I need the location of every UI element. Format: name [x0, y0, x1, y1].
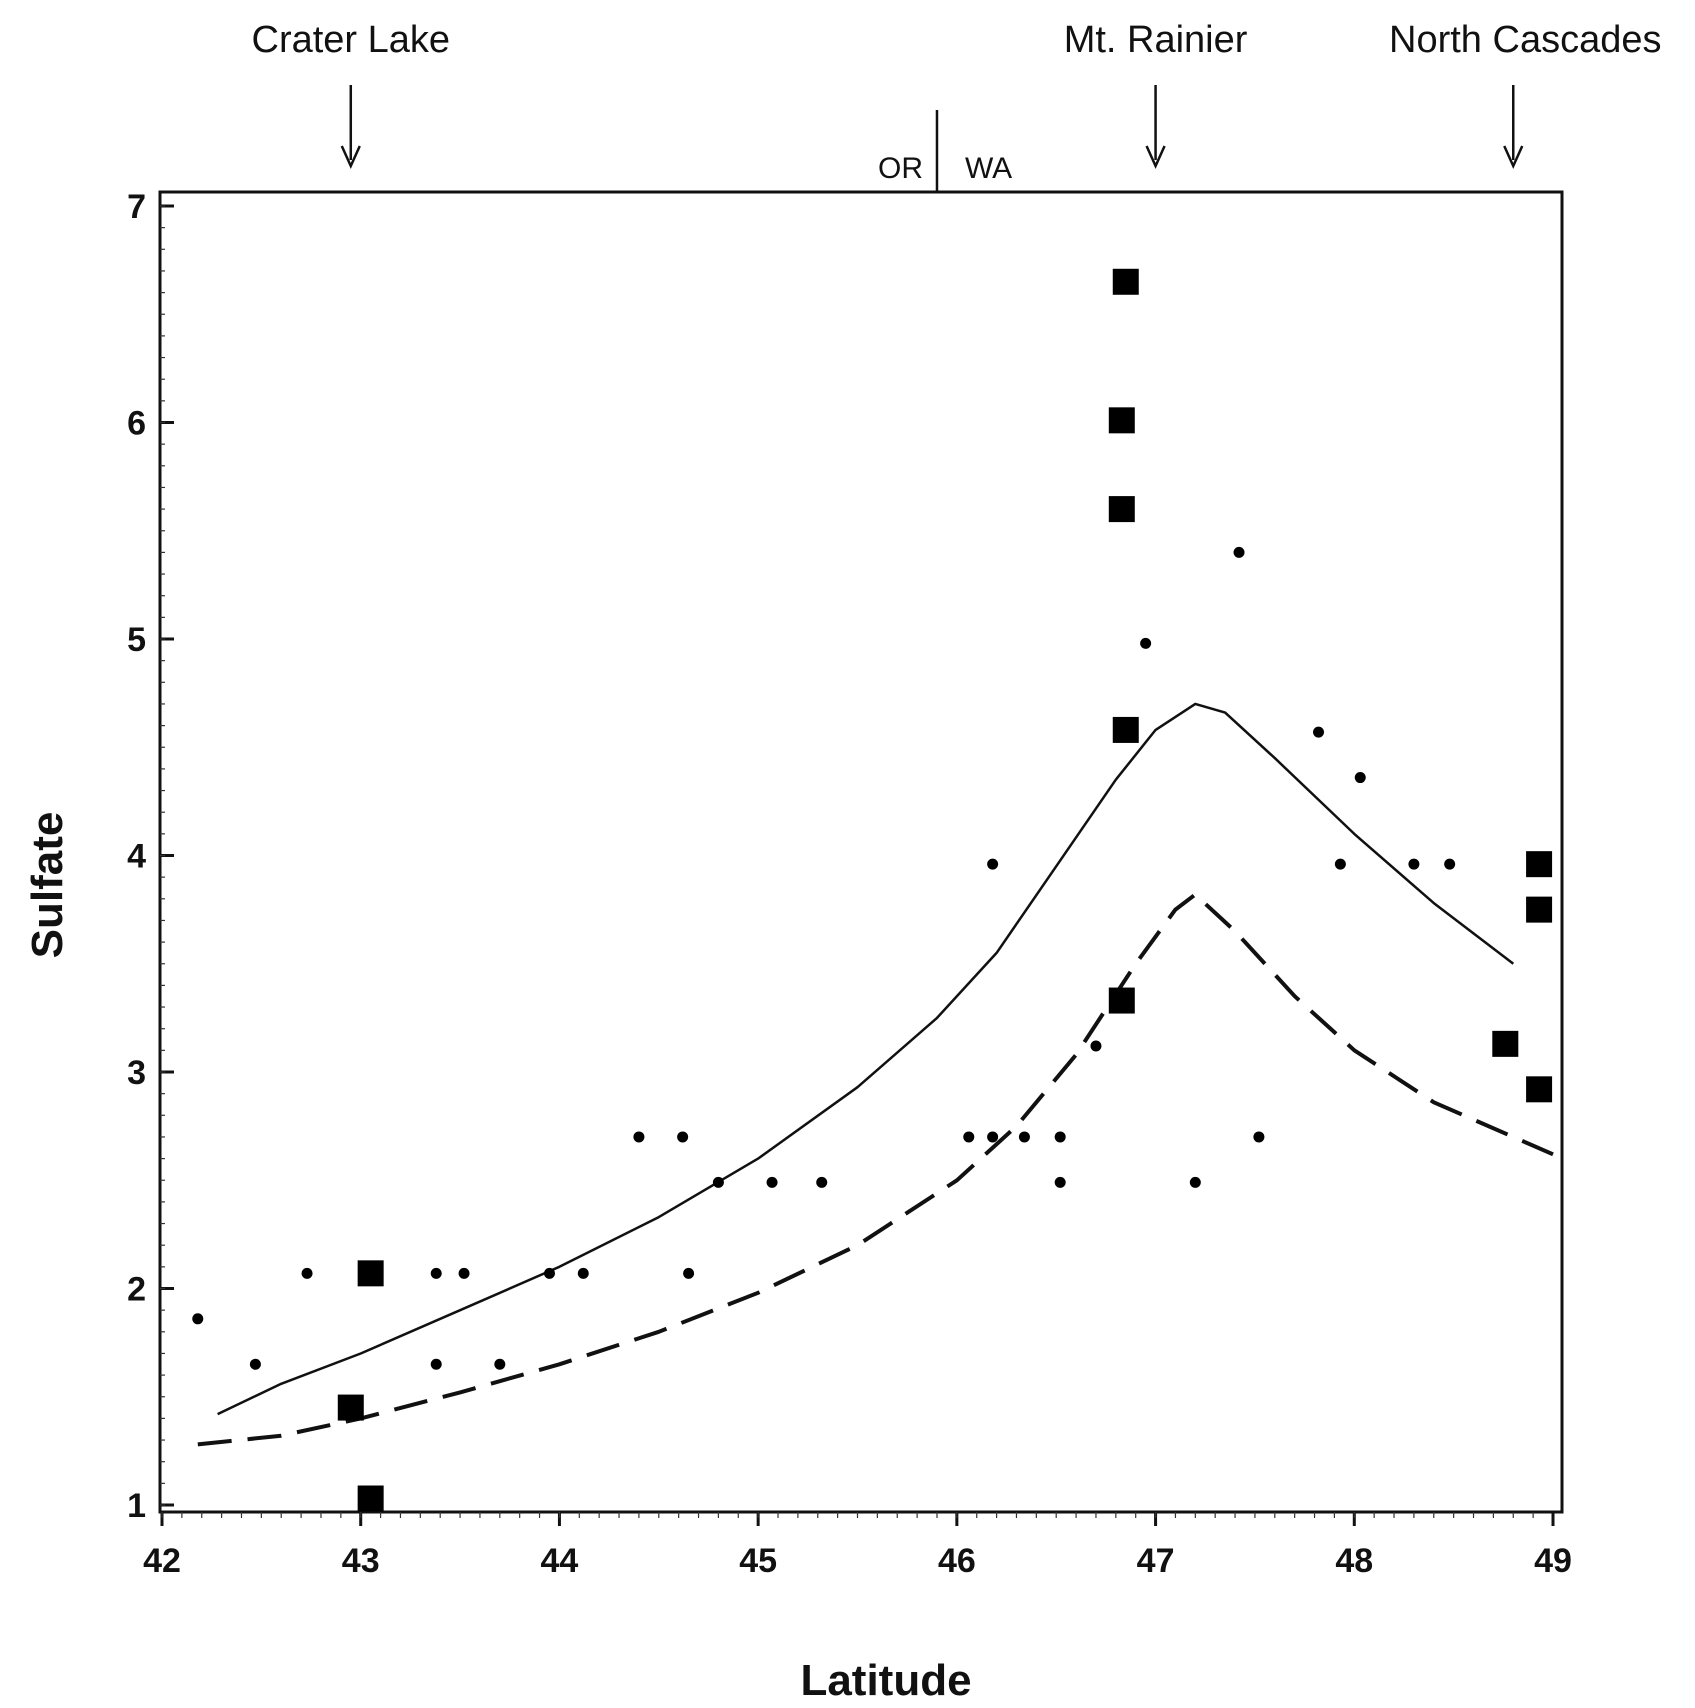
x-tick-label: 43 [342, 1542, 380, 1580]
square-point [1112, 268, 1139, 295]
dot-point [816, 1176, 828, 1188]
y-tick-label: 5 [127, 621, 146, 659]
dot-point [543, 1267, 555, 1279]
dot-point [683, 1267, 695, 1279]
x-axis-title: Latitude [800, 1656, 971, 1705]
solid-curve [217, 702, 1515, 1416]
dot-point [249, 1358, 261, 1370]
dot-point [712, 1176, 724, 1188]
square-point [1492, 1030, 1519, 1057]
square-point [1526, 851, 1553, 878]
site-label: Crater Lake [252, 19, 451, 61]
dot-point [577, 1267, 589, 1279]
square-point [337, 1394, 364, 1421]
y-tick-label: 2 [127, 1271, 146, 1309]
state-label-right: WA [965, 152, 1012, 185]
square-point [357, 1485, 384, 1512]
x-tick-label: 47 [1137, 1542, 1175, 1580]
dot-point [633, 1131, 645, 1143]
x-tick-label: 49 [1534, 1542, 1572, 1580]
state-label-left: OR [878, 152, 923, 185]
arrowhead-icon [340, 145, 361, 170]
dot-point [1054, 1131, 1066, 1143]
x-tick-label: 46 [938, 1542, 976, 1580]
x-tick-label: 42 [143, 1542, 181, 1580]
y-tick-label: 7 [127, 188, 146, 226]
dot-point [1354, 772, 1366, 784]
dot-point [1054, 1176, 1066, 1188]
arrowhead-icon [1503, 145, 1524, 170]
arrowhead-icon [1145, 145, 1166, 170]
dot-point [494, 1358, 506, 1370]
dot-point [192, 1313, 204, 1325]
dot-point [1313, 726, 1325, 738]
dot-point [987, 1131, 999, 1143]
site-label: Mt. Rainier [1064, 19, 1248, 61]
dashed-curve [197, 892, 1554, 1447]
y-tick-label: 6 [127, 405, 146, 443]
dot-point [766, 1176, 778, 1188]
site-annotations: Crater Lake Mt. Rainier North Cascades OR WA [252, 19, 1661, 192]
dot-point [1018, 1131, 1030, 1143]
fitted-curves [197, 702, 1554, 1447]
square-point [1526, 1076, 1553, 1103]
dot-point [1233, 546, 1245, 558]
dot-point [1189, 1176, 1201, 1188]
dot-point [430, 1267, 442, 1279]
dot-point [987, 858, 999, 870]
dot-point [1140, 637, 1152, 649]
y-axis: 1 2 3 4 5 6 7 [127, 188, 174, 1525]
dot-point [677, 1131, 689, 1143]
square-point [1108, 987, 1135, 1014]
dot-point [301, 1267, 313, 1279]
x-tick-label: 44 [541, 1542, 579, 1580]
x-tick-label: 45 [739, 1542, 777, 1580]
square-point [1526, 896, 1553, 923]
dot-point [1090, 1040, 1102, 1052]
square-point [1108, 407, 1135, 434]
data-points [192, 268, 1553, 1512]
dot-point [458, 1267, 470, 1279]
x-axis: 42 43 44 45 46 47 48 49 [143, 1512, 1572, 1580]
dot-point [963, 1131, 975, 1143]
y-tick-label: 3 [127, 1054, 146, 1092]
y-tick-label: 4 [127, 838, 146, 876]
y-tick-label: 1 [127, 1487, 146, 1525]
x-tick-label: 48 [1335, 1542, 1373, 1580]
dot-point [1334, 858, 1346, 870]
dot-point [430, 1358, 442, 1370]
y-axis-title: Sulfate [23, 812, 72, 959]
square-point [1108, 496, 1135, 523]
dot-point [1408, 858, 1420, 870]
dot-point [1444, 858, 1456, 870]
dot-point [1253, 1131, 1265, 1143]
plot-frame [158, 190, 1564, 1514]
square-point [357, 1260, 384, 1287]
square-point [1112, 716, 1139, 743]
site-label: North Cascades [1389, 19, 1661, 61]
